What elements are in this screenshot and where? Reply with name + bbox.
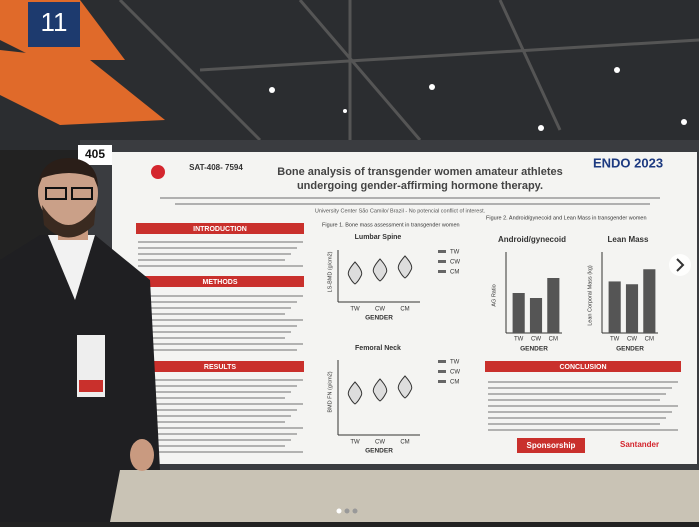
sponsorship: Sponsorship <box>527 441 576 450</box>
chart-title: Android/gynecoid <box>498 235 566 244</box>
x-tick-label: TW <box>350 440 360 446</box>
bar <box>625 284 639 333</box>
section-title: RESULTS <box>204 364 236 371</box>
truss <box>118 0 699 142</box>
logo-mark <box>151 165 165 179</box>
poster-title: Bone analysis of transgender women amate… <box>277 166 562 178</box>
chart-title: Lean Mass <box>608 235 649 244</box>
legend-label: CM <box>450 270 459 276</box>
legend-swatch <box>438 250 446 253</box>
affiliation: University Center São Camilo/ Brazil - N… <box>315 208 486 214</box>
number-sign <box>28 2 80 47</box>
panel-title: Lumbar Spine <box>355 234 402 241</box>
bar <box>608 281 621 333</box>
bar <box>512 293 525 333</box>
orange-sign <box>0 50 165 125</box>
legend-swatch <box>438 260 446 263</box>
next-button[interactable] <box>669 254 691 276</box>
poster-title: undergoing gender-affirming hormone ther… <box>297 180 543 192</box>
x-tick-label: CM <box>645 337 654 343</box>
section-bar <box>136 223 304 234</box>
booth-tag <box>78 145 112 165</box>
section-bar <box>136 361 304 372</box>
person <box>0 158 160 522</box>
y-axis-label: LS-BMD (g/cm2) <box>327 251 333 292</box>
booth-number: 405 <box>85 147 105 161</box>
carousel-dots <box>336 508 358 514</box>
section-bar <box>485 361 681 372</box>
next-arrow <box>676 258 685 272</box>
legend-label: TW <box>450 360 460 366</box>
poster-code: SAT-408- 7594 <box>189 163 243 172</box>
violin <box>397 375 413 399</box>
x-tick-label: TW <box>610 337 620 343</box>
x-tick-label: CM <box>400 440 409 446</box>
legend-label: CW <box>450 260 460 266</box>
x-tick-label: CW <box>627 337 637 343</box>
sponsor-logo: Santander <box>620 440 659 449</box>
x-tick-label: TW <box>350 307 360 313</box>
x-tick-label: CM <box>400 307 409 313</box>
violin <box>347 381 363 405</box>
x-tick-label: TW <box>514 337 524 343</box>
figure-caption: Figure 1. Bone mass assessment in transg… <box>322 222 460 228</box>
ceiling-lights <box>269 67 687 131</box>
bar <box>547 278 560 333</box>
figure-1: LS-BMD (g/cm2) GENDER TW TW CW CW CM CM BMD FN (… <box>327 250 460 455</box>
author-lines <box>160 197 660 205</box>
x-tick-label: CW <box>531 337 541 343</box>
y-axis-label: Lean Corporal Mass (kg) <box>587 265 593 326</box>
violin <box>397 255 413 279</box>
x-axis-label: GENDER <box>365 448 393 455</box>
y-axis-label: BMD FN (g/cm2) <box>327 371 333 412</box>
body-text <box>138 241 678 453</box>
section-title: CONCLUSION <box>559 364 606 371</box>
x-tick-label: CW <box>375 440 385 446</box>
x-axis-label: GENDER <box>365 315 393 322</box>
section-title: INTRODUCTION <box>193 226 247 233</box>
legend-label: CM <box>450 380 459 386</box>
bar <box>643 269 656 333</box>
violin <box>347 261 363 285</box>
panel-title: Femoral Neck <box>355 345 401 352</box>
violin <box>372 258 388 282</box>
x-axis-label: GENDER <box>616 346 644 353</box>
bar <box>529 298 543 333</box>
legend-label: TW <box>450 250 460 256</box>
sign-number: 11 <box>41 7 68 37</box>
sponsorship-box <box>517 438 585 453</box>
x-tick-label: CM <box>549 337 558 343</box>
violin <box>372 378 388 402</box>
legend-swatch <box>438 370 446 373</box>
figure-caption: Figure 2. Android/gynecoid and Lean Mass… <box>486 215 647 221</box>
x-axis-label: GENDER <box>520 346 548 353</box>
legend-swatch <box>438 270 446 273</box>
endo-logo: ENDO 2023 <box>593 155 663 170</box>
legend-swatch <box>438 380 446 383</box>
x-tick-label: CW <box>375 307 385 313</box>
y-axis-label: AG Ratio <box>491 284 497 306</box>
legend-swatch <box>438 360 446 363</box>
section-bar <box>136 276 304 287</box>
legend-label: CW <box>450 370 460 376</box>
section-title: METHODS <box>203 279 238 286</box>
